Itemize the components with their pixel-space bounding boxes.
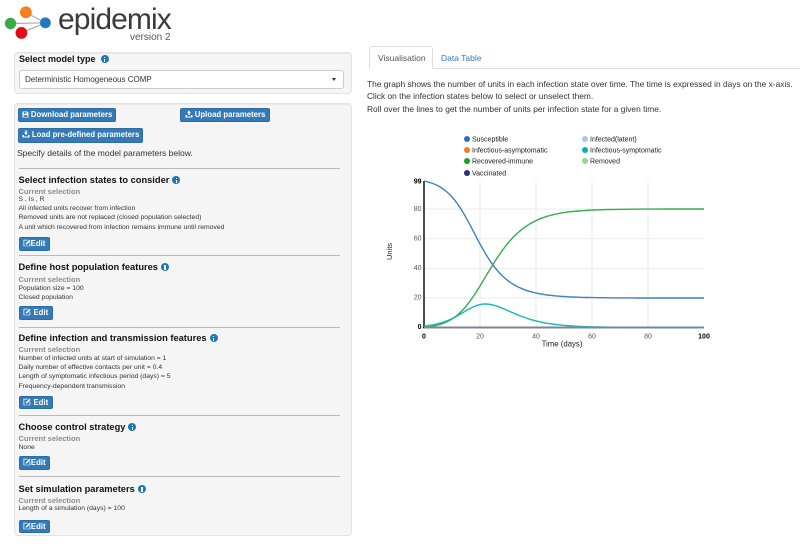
- svg-text:Time (days): Time (days): [542, 340, 583, 349]
- svg-text:0: 0: [422, 334, 426, 341]
- svg-text:60: 60: [588, 334, 596, 341]
- svg-text:Units: Units: [385, 243, 394, 260]
- svg-text:40: 40: [414, 265, 422, 272]
- svg-text:20: 20: [476, 334, 484, 341]
- svg-text:0: 0: [418, 324, 422, 331]
- svg-text:60: 60: [414, 235, 422, 242]
- svg-text:20: 20: [414, 295, 422, 302]
- svg-text:40: 40: [532, 334, 540, 341]
- svg-text:80: 80: [644, 334, 652, 341]
- svg-text:99: 99: [414, 179, 422, 186]
- svg-text:100: 100: [698, 334, 710, 341]
- svg-text:80: 80: [414, 206, 422, 213]
